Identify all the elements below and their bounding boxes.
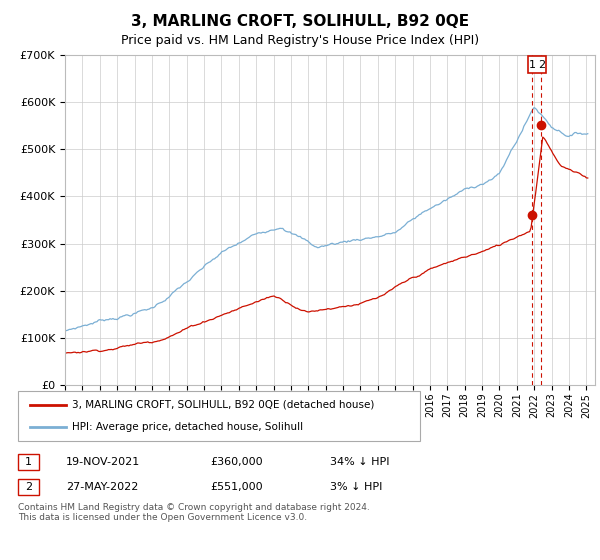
Text: Contains HM Land Registry data © Crown copyright and database right 2024.
This d: Contains HM Land Registry data © Crown c… (18, 503, 370, 522)
Text: 1: 1 (529, 59, 536, 69)
Text: 19-NOV-2021: 19-NOV-2021 (66, 457, 140, 467)
Text: 34% ↓ HPI: 34% ↓ HPI (330, 457, 389, 467)
Text: 1: 1 (25, 457, 32, 467)
Text: £551,000: £551,000 (210, 482, 263, 492)
Text: 2: 2 (25, 482, 32, 492)
Text: Price paid vs. HM Land Registry's House Price Index (HPI): Price paid vs. HM Land Registry's House … (121, 34, 479, 46)
Text: 3, MARLING CROFT, SOLIHULL, B92 0QE (detached house): 3, MARLING CROFT, SOLIHULL, B92 0QE (det… (72, 400, 374, 410)
Text: 3% ↓ HPI: 3% ↓ HPI (330, 482, 382, 492)
Text: £360,000: £360,000 (210, 457, 263, 467)
Text: 3, MARLING CROFT, SOLIHULL, B92 0QE: 3, MARLING CROFT, SOLIHULL, B92 0QE (131, 14, 469, 29)
Text: 27-MAY-2022: 27-MAY-2022 (66, 482, 139, 492)
Text: 2: 2 (538, 59, 545, 69)
Text: HPI: Average price, detached house, Solihull: HPI: Average price, detached house, Soli… (72, 422, 303, 432)
